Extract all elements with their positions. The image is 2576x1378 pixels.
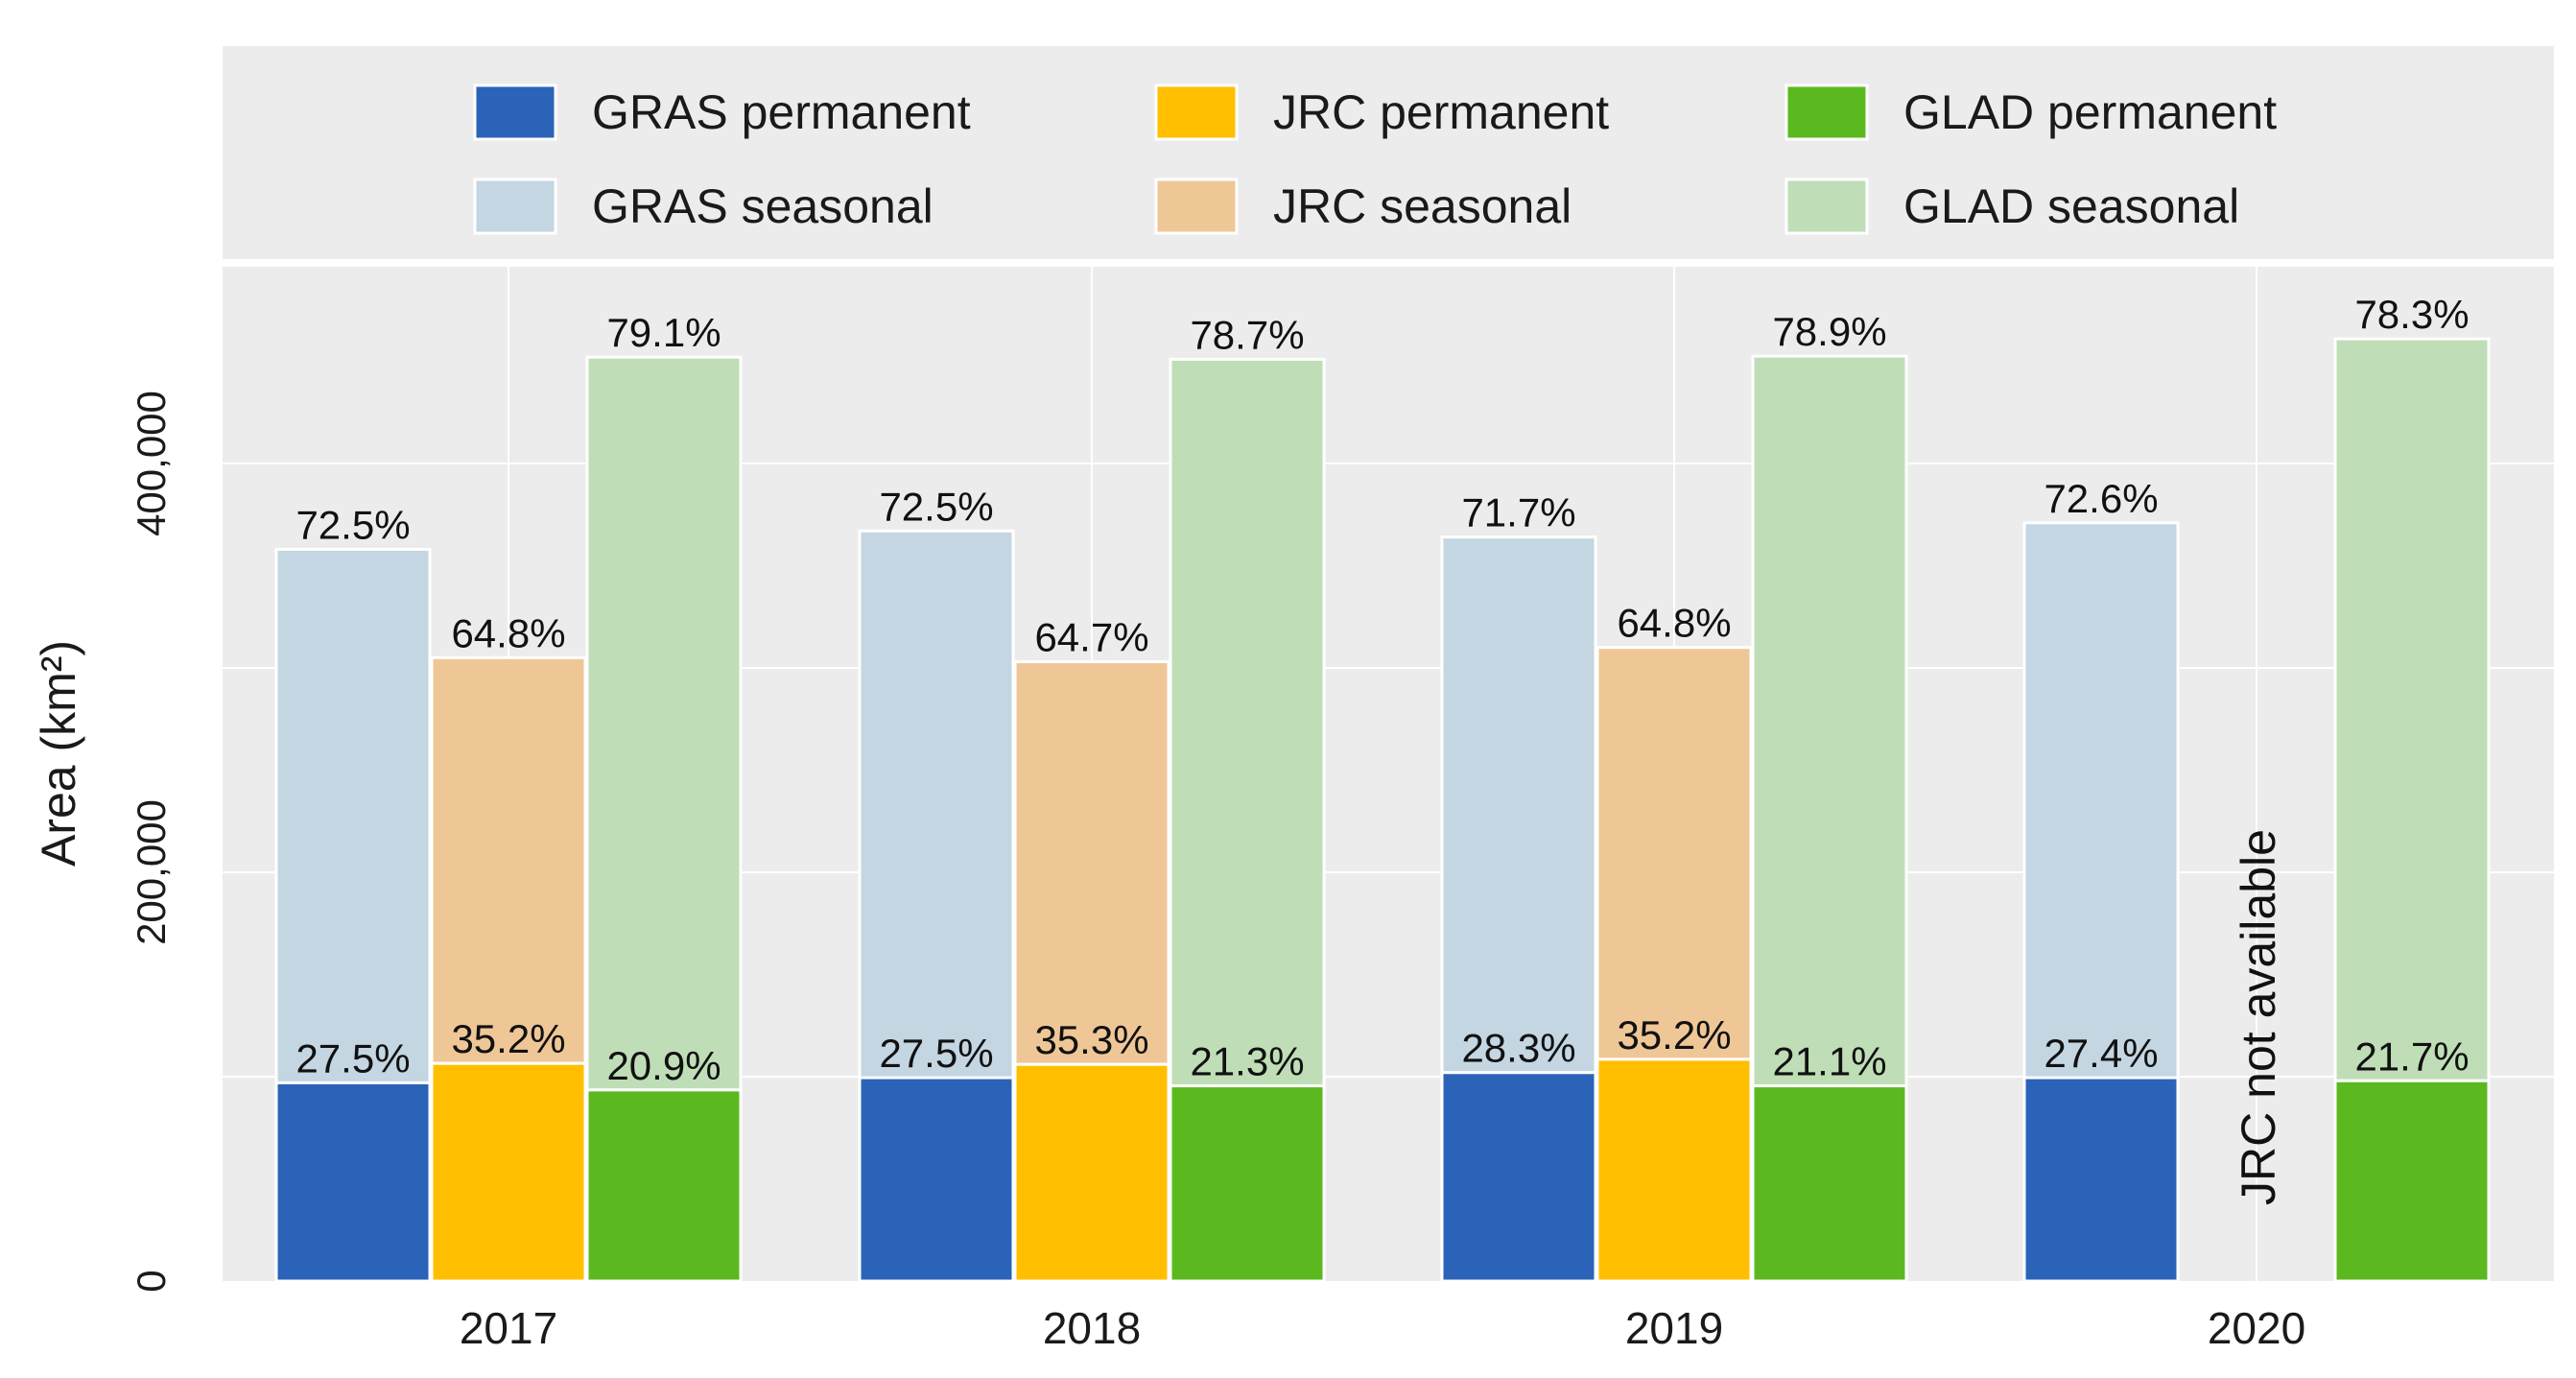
bar-permanent	[585, 1088, 743, 1283]
legend-swatch	[473, 83, 557, 141]
bar-seasonal	[274, 547, 432, 1084]
bar-seasonal	[430, 655, 587, 1065]
legend-label: JRC permanent	[1273, 85, 1609, 139]
bar-seasonal	[1595, 646, 1753, 1061]
y-tick-label: 200,000	[129, 799, 174, 945]
legend-label: GLAD permanent	[1903, 85, 2277, 139]
legend-label: GRAS permanent	[592, 85, 971, 139]
bar-permanent	[430, 1061, 587, 1283]
data-label-permanent: 35.3%	[1034, 1017, 1148, 1062]
bar-permanent	[1440, 1071, 1597, 1283]
legend-swatch	[1784, 178, 1869, 235]
data-label-seasonal: 64.8%	[1617, 601, 1731, 646]
legend-label: JRC seasonal	[1273, 179, 1572, 233]
bar-permanent	[1013, 1062, 1170, 1283]
data-label-seasonal: 72.6%	[2044, 476, 2158, 521]
bar-seasonal	[1751, 354, 1908, 1088]
bars	[274, 337, 2491, 1283]
data-label-permanent: 27.5%	[879, 1031, 993, 1076]
legend-swatch	[1154, 178, 1239, 235]
legend: GRAS permanent JRC permanent GLAD permanen…	[473, 83, 2277, 235]
x-tick-label: 2018	[1043, 1303, 1141, 1353]
bar-permanent	[1595, 1057, 1753, 1283]
bar-permanent	[1751, 1084, 1908, 1283]
bar-seasonal	[858, 529, 1015, 1080]
data-label-seasonal: 71.7%	[1461, 490, 1575, 535]
x-tick-label: 2020	[2208, 1303, 2305, 1353]
data-label-seasonal: 72.5%	[295, 502, 410, 547]
legend-swatch	[1154, 83, 1239, 141]
legend-swatch	[473, 178, 557, 235]
y-tick-label: 400,000	[129, 391, 174, 536]
data-label-seasonal: 64.8%	[451, 610, 565, 655]
data-label-permanent: 27.4%	[2044, 1031, 2158, 1076]
bar-permanent	[274, 1081, 432, 1283]
bar-seasonal	[585, 355, 743, 1092]
bar-permanent	[858, 1076, 1015, 1283]
data-label-permanent: 35.2%	[1617, 1012, 1731, 1057]
legend-label: GLAD seasonal	[1903, 179, 2239, 233]
bar-seasonal	[1440, 535, 1597, 1075]
bar-seasonal	[1169, 357, 1326, 1088]
data-label-permanent: 20.9%	[606, 1043, 721, 1088]
y-axis-title: Area (km²)	[32, 640, 85, 867]
data-label-seasonal: 78.9%	[1772, 309, 1886, 354]
y-tick-label: 0	[129, 1270, 174, 1292]
data-label-permanent: 21.7%	[2354, 1034, 2469, 1079]
not-available-label: JRC not available	[2232, 829, 2285, 1205]
bar-permanent	[2333, 1079, 2491, 1283]
bar-permanent	[2022, 1076, 2180, 1283]
bar-seasonal	[1013, 660, 1170, 1066]
data-label-seasonal: 79.1%	[606, 310, 721, 355]
data-label-permanent: 35.2%	[451, 1016, 565, 1061]
bar-permanent	[1169, 1084, 1326, 1283]
legend-swatch	[1784, 83, 1869, 141]
data-label-seasonal: 78.3%	[2354, 292, 2469, 337]
data-label-seasonal: 72.5%	[879, 484, 993, 529]
data-label-permanent: 21.3%	[1190, 1039, 1304, 1084]
data-label-permanent: 28.3%	[1461, 1026, 1575, 1071]
bar-seasonal	[2022, 521, 2180, 1080]
legend-panel	[223, 46, 2554, 259]
legend-label: GRAS seasonal	[592, 179, 934, 233]
axes: 2017 2018 2019 2020 0 200,000 400,000 Area (km²…	[32, 391, 2305, 1353]
data-label-permanent: 21.1%	[1772, 1039, 1886, 1084]
data-label-seasonal: 78.7%	[1190, 312, 1304, 357]
data-label-seasonal: 64.7%	[1034, 615, 1148, 660]
x-tick-label: 2019	[1625, 1303, 1723, 1353]
bar-value-labels: 72.5% 27.5% 64.8% 35.2% 79.1% 20.9% 72.5% 27.5%…	[295, 292, 2469, 1205]
x-tick-label: 2017	[460, 1303, 557, 1353]
data-label-permanent: 27.5%	[295, 1035, 410, 1081]
bar-seasonal	[2333, 337, 2491, 1082]
